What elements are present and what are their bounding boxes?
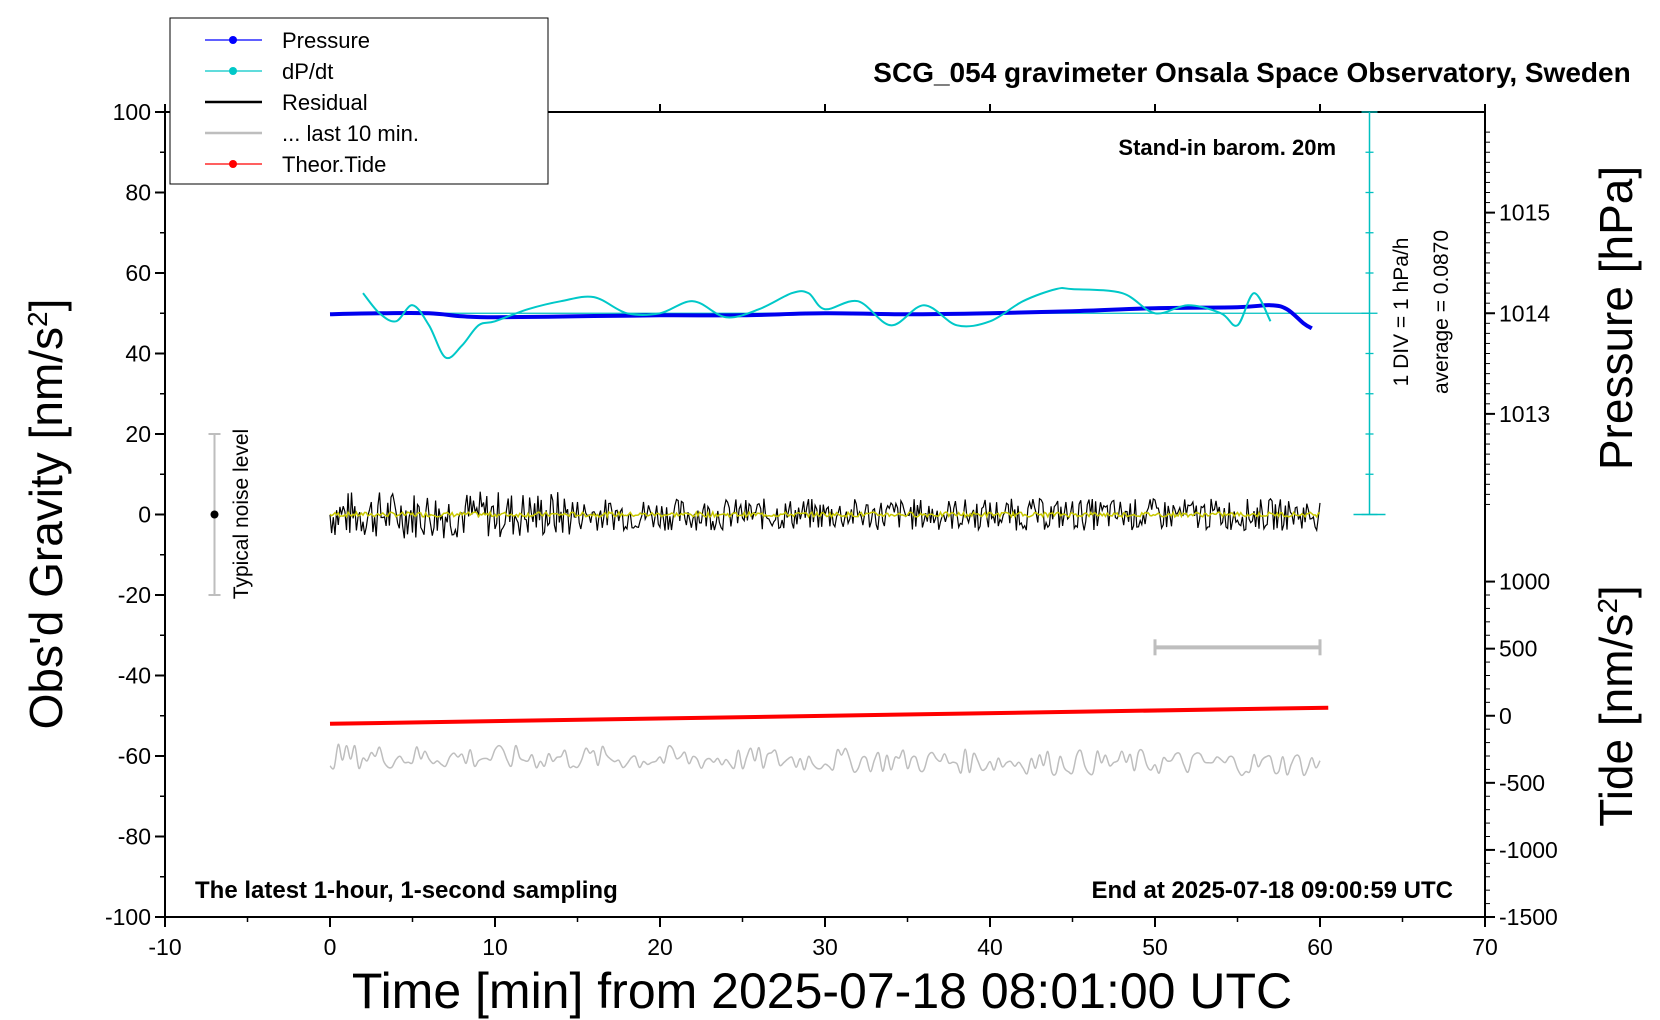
legend-label: Residual — [282, 90, 368, 115]
pressure-tick-label: 1015 — [1499, 200, 1550, 226]
x-axis-label: Time [min] from 2025-07-18 08:01:00 UTC — [352, 963, 1292, 1019]
pressure-tick-label: 1013 — [1499, 401, 1550, 427]
end-time-note: End at 2025-07-18 09:00:59 UTC — [1092, 877, 1454, 904]
pressure-line — [329, 303, 1313, 331]
pressure-axis-label: Pressure [hPa] — [1590, 166, 1642, 470]
legend-label: Theor.Tide — [282, 152, 386, 177]
x-tick-label: 60 — [1307, 934, 1333, 960]
x-tick-label: 40 — [977, 934, 1003, 960]
tide-line — [329, 705, 1329, 726]
x-tick-label: 50 — [1142, 934, 1168, 960]
x-tick-label: 70 — [1472, 934, 1498, 960]
legend-label: Pressure — [282, 28, 370, 53]
x-tick-label: 0 — [324, 934, 337, 960]
x-tick-label: -10 — [148, 934, 181, 960]
y-tick-label: 100 — [113, 99, 151, 125]
tide-tick-label: -500 — [1499, 770, 1545, 796]
legend: Pressure dP/dt Residual ... last 10 min. The… — [169, 17, 549, 185]
y-axis-label-sup: 2 — [22, 311, 53, 327]
y-axis-pressure: 1015 1014 1013 — [1485, 131, 1550, 505]
legend-marker — [229, 160, 237, 168]
chart-title: SCG_054 gravimeter Onsala Space Observat… — [873, 57, 1630, 88]
noise-bar-center — [210, 510, 219, 519]
tide-tick-label: -1000 — [1499, 837, 1558, 863]
residual-smoothed-line — [329, 510, 1321, 520]
y-tick-label: 60 — [125, 260, 151, 286]
tide-tick-label: 1000 — [1499, 569, 1550, 595]
latest-hour-note: The latest 1-hour, 1-second sampling — [195, 877, 618, 904]
dpdt-line — [362, 287, 1272, 360]
y-tick-label: -100 — [105, 904, 151, 930]
y-tick-label: 40 — [125, 341, 151, 367]
div-scale-note: 1 DIV = 1 hPa/h — [1390, 238, 1413, 387]
tide-tick-label: -1500 — [1499, 904, 1558, 930]
barometer-note: Stand-in barom. 20m — [1118, 135, 1336, 160]
tide-axis-label: Tide [nm/s2] — [1590, 585, 1642, 826]
pressure-tick-label: 1014 — [1499, 300, 1550, 326]
legend-label: ... last 10 min. — [282, 121, 419, 146]
legend-label: dP/dt — [282, 59, 333, 84]
tide-axis-label-sup: 2 — [1592, 598, 1623, 614]
legend-marker — [229, 67, 237, 75]
y-axis-left: 100 80 60 40 20 0 -20 -40 -60 -80 -100 — [105, 99, 165, 930]
legend-marker — [229, 36, 237, 44]
series-layer — [208, 287, 1329, 777]
noise-level-label: Typical noise level — [230, 429, 253, 599]
x-tick-label: 20 — [647, 934, 673, 960]
tide-tick-label: 0 — [1499, 703, 1512, 729]
x-tick-label: 30 — [812, 934, 838, 960]
average-note: average = 0.0870 — [1430, 230, 1453, 394]
y-tick-label: -40 — [118, 663, 151, 689]
last10-line — [329, 743, 1321, 777]
y-tick-label: 0 — [138, 502, 151, 528]
y-tick-label: 80 — [125, 180, 151, 206]
x-tick-label: 10 — [482, 934, 508, 960]
y-tick-label: -80 — [118, 824, 151, 850]
tide-tick-label: 500 — [1499, 636, 1537, 662]
y-tick-label: -60 — [118, 743, 151, 769]
y-tick-label: -20 — [118, 582, 151, 608]
y-axis-tide: 1000 500 0 -500 -1000 -1500 — [1485, 569, 1558, 930]
y-tick-label: 20 — [125, 421, 151, 447]
y-axis-label: Obs'd Gravity [nm/s2] — [20, 299, 72, 730]
x-axis: -10 0 10 20 30 40 50 60 70 — [148, 104, 1498, 960]
